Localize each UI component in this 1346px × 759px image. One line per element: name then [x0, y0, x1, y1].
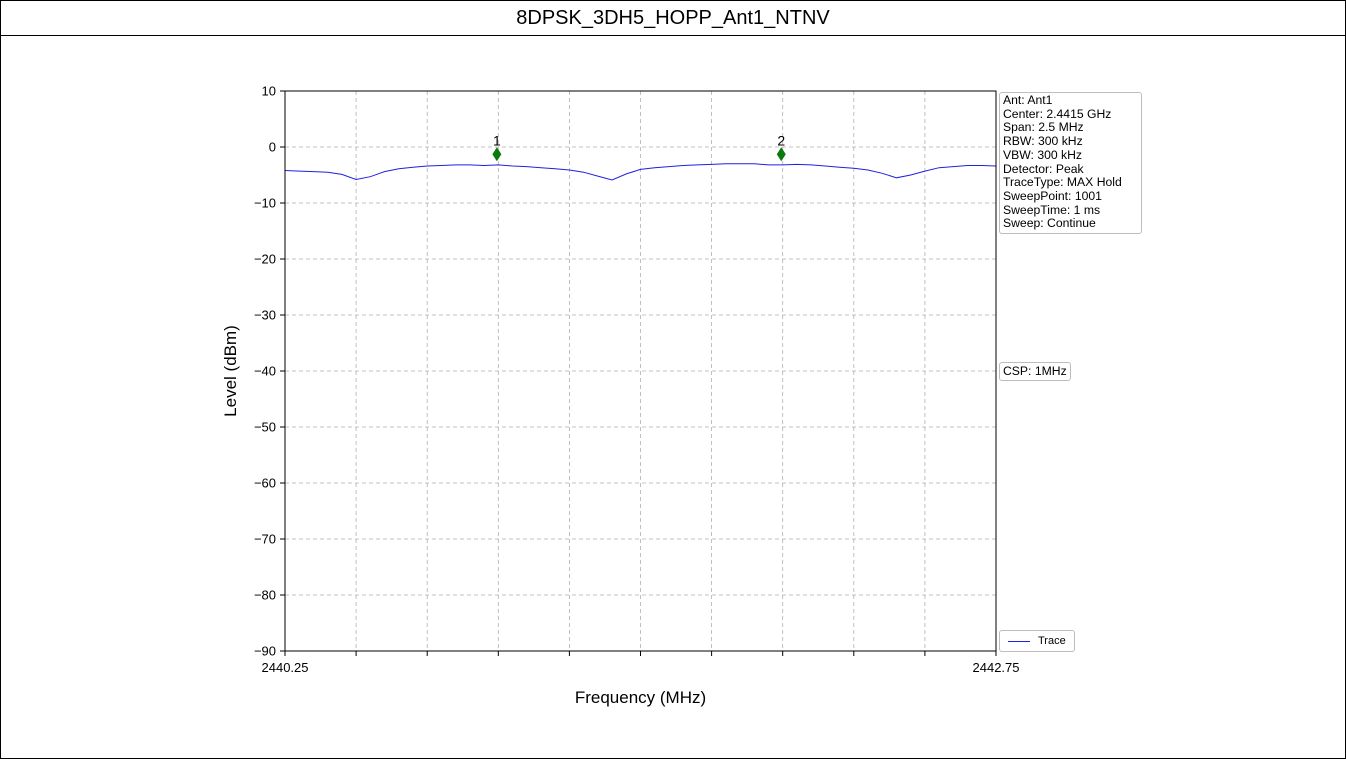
y-tick-label: −20: [254, 252, 276, 267]
y-axis-label: Level (dBm): [221, 325, 240, 417]
info-line-center: Center: 2.4415 GHz: [1003, 106, 1112, 121]
marker-1-diamond: [492, 147, 502, 162]
info-line-span: Span: 2.5 MHz: [1003, 120, 1084, 135]
csp-label-box: CSP: 1MHz: [999, 362, 1071, 381]
settings-info-box: Ant: Ant1 Center: 2.4415 GHz Span: 2.5 M…: [999, 92, 1142, 235]
y-tick-label: 0: [269, 140, 276, 155]
csp-label: CSP: 1MHz: [1003, 364, 1067, 378]
y-tick-label: 10: [262, 84, 276, 99]
x-tick-label-start: 2440.25: [262, 660, 309, 675]
info-line-sweep-time: SweepTime: 1 ms: [1003, 202, 1101, 217]
x-tick-label-end: 2442.75: [973, 660, 1020, 675]
y-tick-label: −60: [254, 476, 276, 491]
info-line-vbw: VBW: 300 kHz: [1003, 147, 1083, 162]
y-tick-label: −80: [254, 588, 276, 603]
legend-trace-label: Trace: [1038, 635, 1066, 647]
marker-1-label: 1: [493, 132, 501, 148]
y-tick-label: −90: [254, 644, 276, 659]
info-line-trace-type: TraceType: MAX Hold: [1003, 175, 1122, 190]
y-tick-label: −70: [254, 532, 276, 547]
x-axis-label: Frequency (MHz): [575, 688, 706, 707]
y-tick-label: −30: [254, 308, 276, 323]
y-tick-label: −10: [254, 196, 276, 211]
marker-2-label: 2: [777, 132, 785, 148]
info-line-detector: Detector: Peak: [1003, 161, 1084, 176]
info-line-sweep-point: SweepPoint: 1001: [1003, 188, 1102, 203]
legend-trace-swatch: [1008, 641, 1030, 642]
legend: Trace: [999, 630, 1075, 652]
page-title: 8DPSK_3DH5_HOPP_Ant1_NTNV: [1, 1, 1345, 36]
y-tick-label: −50: [254, 420, 276, 435]
info-line-sweep: Sweep: Continue: [1003, 216, 1096, 231]
marker-2-diamond: [776, 147, 786, 162]
trace-series-line: [284, 163, 997, 181]
info-line-rbw: RBW: 300 kHz: [1003, 134, 1083, 149]
y-tick-label: −40: [254, 364, 276, 379]
info-line-antenna: Ant: Ant1: [1003, 93, 1053, 107]
plot-area-border: [284, 90, 997, 652]
